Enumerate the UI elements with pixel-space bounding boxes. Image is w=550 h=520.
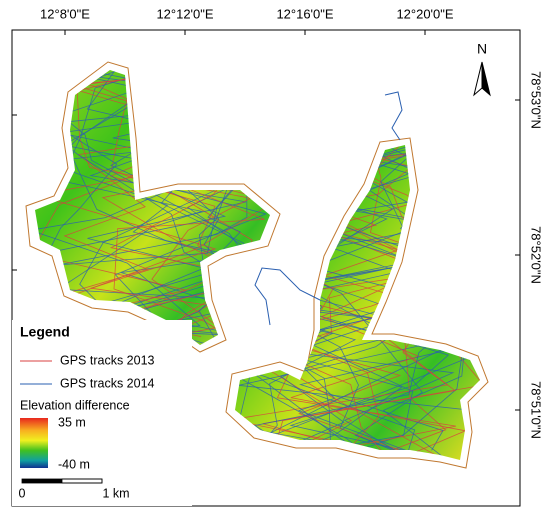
scale-bar	[21, 478, 103, 484]
gps-track	[72, 70, 266, 345]
north-label: N	[477, 41, 487, 57]
gps-track	[111, 70, 253, 345]
top-coordinate-label: 12°8'0"E	[40, 6, 90, 21]
top-coordinate-label: 12°16'0"E	[276, 6, 333, 21]
glacier-west	[35, 70, 270, 345]
right-coordinate-label: 78°51'0"N	[529, 381, 544, 439]
color-ramp	[20, 418, 48, 468]
scale-label: 0	[19, 486, 26, 500]
legend: Legend GPS tracks 2013 GPS tracks 2014 E…	[12, 320, 192, 506]
legend-title: Legend	[20, 324, 70, 340]
north-arrow: N	[473, 41, 491, 97]
ramp-min: -40 m	[58, 457, 90, 471]
legend-item: GPS tracks 2013	[60, 353, 155, 367]
legend-item: GPS tracks 2014	[60, 376, 155, 390]
legend-box	[12, 320, 192, 506]
scale-label: 1 km	[102, 486, 129, 500]
right-coordinate-label: 78°52'0"N	[529, 226, 544, 284]
gps-track	[235, 151, 475, 460]
ramp-title: Elevation difference	[20, 398, 130, 412]
gps-track	[235, 145, 480, 460]
ramp-max: 35 m	[58, 415, 86, 429]
glacier-outlines	[25, 61, 489, 469]
gps-track	[35, 70, 244, 345]
top-coordinate-label: 12°12'0"E	[156, 6, 213, 21]
free-tracks-2014	[254, 91, 403, 326]
right-coordinate-label: 78°53'0"N	[529, 71, 544, 129]
top-coordinate-label: 12°20'0"E	[396, 6, 453, 21]
